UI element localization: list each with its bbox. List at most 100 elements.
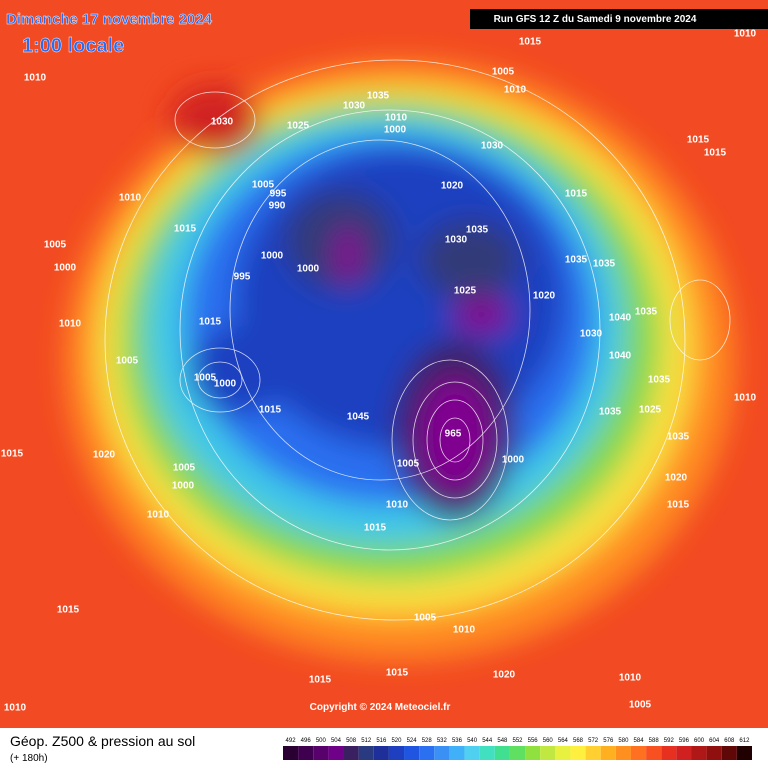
colorbar-swatch [525, 746, 541, 760]
colorbar-swatch [676, 746, 692, 760]
isobar-label: 1040 [609, 313, 632, 324]
isobar-label: 1020 [665, 473, 688, 484]
isobar-label: 1015 [704, 148, 727, 159]
isobar-label: 1005 [116, 356, 139, 367]
isobar-label: 1020 [493, 670, 516, 681]
isobar-label: 1030 [481, 141, 504, 152]
isobar-label: 1010 [453, 625, 476, 636]
colorbar-swatch [630, 746, 647, 760]
colorbar-label: 592 [664, 738, 675, 744]
colorbar-swatch [434, 746, 450, 760]
isobar-label: 1010 [734, 393, 757, 404]
colorbar-swatch [464, 746, 480, 760]
colorbar-swatch [600, 746, 616, 760]
colorbar-label: 572 [588, 738, 599, 744]
colorbar-swatch [358, 746, 374, 760]
isobar-label: 1000 [297, 264, 320, 275]
isobar-label: 1025 [287, 121, 310, 132]
colorbar-label: 588 [649, 738, 660, 744]
isobar-label: 1030 [445, 235, 468, 246]
isobar-label: 1015 [565, 189, 588, 200]
colorbar-swatch [706, 746, 722, 760]
colorbar-swatch [646, 746, 662, 760]
colorbar-label: 548 [497, 738, 508, 744]
colorbar-swatch [691, 746, 707, 760]
colorbar-swatch [373, 746, 389, 760]
colorbar-label: 608 [724, 738, 735, 744]
colorbar-label: 600 [694, 738, 705, 744]
colorbar-label: 580 [618, 738, 629, 744]
colorbar-label: 556 [528, 738, 539, 744]
isobar-label: 1010 [619, 673, 642, 684]
isobar-label: 1015 [519, 37, 542, 48]
isobar-label: 1000 [54, 263, 77, 274]
colorbar-label: 576 [603, 738, 614, 744]
isobar-label: 1005 [252, 180, 275, 191]
colorbar-label: 612 [739, 738, 750, 744]
colorbar-swatch [555, 746, 571, 760]
isobar-label: 1000 [384, 125, 407, 136]
isobar-label: 1005 [173, 463, 196, 474]
isobar-label: 1045 [347, 412, 370, 423]
colorbar-swatch [313, 746, 329, 760]
isobar-label: 990 [269, 201, 286, 212]
isobar-label: 1040 [609, 351, 632, 362]
isobar-label: 1015 [1, 449, 24, 460]
colorbar-label: 492 [286, 738, 297, 744]
colorbar-label: 552 [512, 738, 523, 744]
isobar-label: 1015 [309, 675, 332, 686]
colorbar-swatch [404, 746, 420, 760]
colorbar-label: 564 [558, 738, 569, 744]
isobar-label: 1035 [599, 407, 622, 418]
isobar-label: 1010 [734, 29, 757, 40]
isobar-label: 1010 [504, 85, 527, 96]
colorbar-swatch [479, 746, 495, 760]
colorbar-swatch [736, 746, 752, 760]
colorbar-swatch [509, 746, 526, 760]
legend-lead: (+ 180h) [10, 753, 48, 764]
colorbar-label: 500 [316, 738, 327, 744]
colorbar-label: 536 [452, 738, 463, 744]
isobar-label: 1015 [174, 224, 197, 235]
colorbar-label: 516 [376, 738, 387, 744]
isobar-label: 1015 [687, 135, 710, 146]
isobar-label: 1035 [593, 259, 616, 270]
isobar-label: 965 [445, 429, 462, 440]
isobar-label: 995 [270, 189, 287, 200]
isobars [104, 59, 731, 621]
run-info: Run GFS 12 Z du Samedi 9 novembre 2024 [494, 14, 697, 25]
isobar-label: 1010 [4, 703, 27, 714]
colorbar-label: 584 [634, 738, 645, 744]
colorbar: 492 496 500 504 508 512 516 520 524 528 532 536 540 5… [283, 738, 752, 760]
isobar-label: 1015 [364, 523, 387, 534]
isobar-label: 1010 [59, 319, 82, 330]
isobar-label: 1010 [119, 193, 142, 204]
colorbar-label: 596 [679, 738, 690, 744]
isobar-label: 1035 [635, 307, 658, 318]
isobar-label: 1025 [454, 286, 477, 297]
isobar-label: 1010 [385, 113, 408, 124]
colorbar-swatch [615, 746, 631, 760]
isobar-label: 1035 [648, 375, 671, 386]
colorbar-label: 544 [482, 738, 493, 744]
colorbar-swatch [721, 746, 737, 760]
isobar-label: 1010 [386, 500, 409, 511]
isobar-label: 1025 [639, 405, 662, 416]
isobar-label: 1030 [580, 329, 603, 340]
colorbar-label: 560 [543, 738, 554, 744]
colorbar-swatch [283, 746, 299, 760]
run-box [470, 9, 768, 29]
isobar-label: 1020 [93, 450, 116, 461]
colorbar-swatch [585, 746, 601, 760]
isobar-label: 1010 [24, 73, 47, 84]
colorbar-label: 568 [573, 738, 584, 744]
colorbar-label: 524 [407, 738, 418, 744]
isobar-label: 1000 [261, 251, 284, 262]
isobar-label: 1020 [533, 291, 556, 302]
colorbar-label: 528 [422, 738, 433, 744]
isobar-label: 1035 [367, 91, 390, 102]
isobar-label: 1005 [414, 613, 437, 624]
forecast-time: 1:00 locale [22, 35, 124, 57]
isobar-label: 1005 [629, 700, 652, 711]
isobar-label: 1015 [199, 317, 222, 328]
